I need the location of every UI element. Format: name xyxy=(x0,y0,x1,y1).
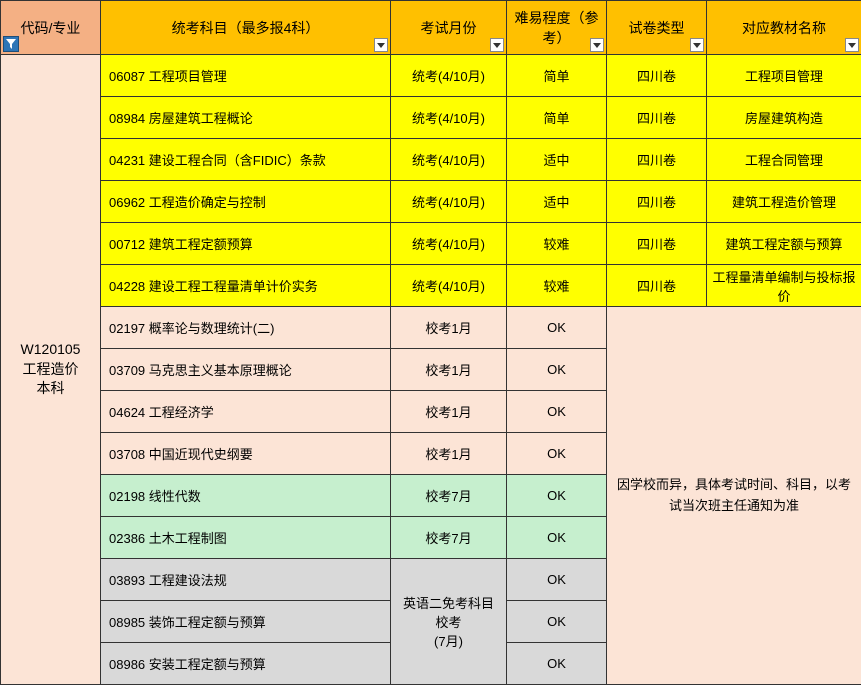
difficulty-cell: 较难 xyxy=(507,223,607,265)
month-cell: 校考1月 xyxy=(391,391,507,433)
month-merged-cell: 英语二免考科目 校考 (7月) xyxy=(391,559,507,685)
subject-cell: 08984 房屋建筑工程概论 xyxy=(101,97,391,139)
table-row: 00712 建筑工程定额预算统考(4/10月)较难四川卷建筑工程定额与预算 xyxy=(1,223,861,265)
table-row: 08984 房屋建筑工程概论统考(4/10月)简单四川卷房屋建筑构造 xyxy=(1,97,861,139)
subject-cell: 04228 建设工程工程量清单计价实务 xyxy=(101,265,391,307)
paper-cell: 四川卷 xyxy=(607,223,707,265)
difficulty-cell: OK xyxy=(507,349,607,391)
subject-cell: 02386 土木工程制图 xyxy=(101,517,391,559)
dropdown-icon[interactable] xyxy=(690,38,704,52)
month-cell: 统考(4/10月) xyxy=(391,265,507,307)
month-cell: 校考7月 xyxy=(391,517,507,559)
subject-cell: 08985 装饰工程定额与预算 xyxy=(101,601,391,643)
difficulty-cell: OK xyxy=(507,307,607,349)
subject-cell: 04231 建设工程合同（含FIDIC）条款 xyxy=(101,139,391,181)
difficulty-cell: 较难 xyxy=(507,265,607,307)
month-cell: 校考1月 xyxy=(391,433,507,475)
difficulty-cell: 适中 xyxy=(507,139,607,181)
paper-cell: 四川卷 xyxy=(607,55,707,97)
subject-cell: 02198 线性代数 xyxy=(101,475,391,517)
subject-cell: 02197 概率论与数理统计(二) xyxy=(101,307,391,349)
month-cell: 统考(4/10月) xyxy=(391,55,507,97)
filter-funnel-icon[interactable] xyxy=(3,36,19,52)
textbook-cell: 工程量清单编制与投标报价 xyxy=(707,265,861,307)
month-cell: 统考(4/10月) xyxy=(391,223,507,265)
textbook-cell: 建筑工程定额与预算 xyxy=(707,223,861,265)
paper-cell: 四川卷 xyxy=(607,265,707,307)
month-cell: 统考(4/10月) xyxy=(391,139,507,181)
header-paper-label: 试卷类型 xyxy=(629,20,685,36)
header-subject-label: 统考科目（最多报4科） xyxy=(172,20,320,36)
month-cell: 统考(4/10月) xyxy=(391,97,507,139)
difficulty-cell: OK xyxy=(507,643,607,685)
subject-cell: 06087 工程项目管理 xyxy=(101,55,391,97)
subject-cell: 03893 工程建设法规 xyxy=(101,559,391,601)
difficulty-cell: 简单 xyxy=(507,55,607,97)
subject-cell: 04624 工程经济学 xyxy=(101,391,391,433)
dropdown-icon[interactable] xyxy=(590,38,604,52)
difficulty-cell: OK xyxy=(507,433,607,475)
major-code-cell: W120105 工程造价 本科 xyxy=(1,55,101,685)
subject-cell: 06962 工程造价确定与控制 xyxy=(101,181,391,223)
header-textbook-label: 对应教材名称 xyxy=(742,20,826,36)
difficulty-cell: OK xyxy=(507,559,607,601)
textbook-cell: 房屋建筑构造 xyxy=(707,97,861,139)
paper-cell: 四川卷 xyxy=(607,97,707,139)
header-code-label: 代码/专业 xyxy=(21,20,81,36)
paper-cell: 四川卷 xyxy=(607,181,707,223)
table-row: 02197 概率论与数理统计(二)校考1月OK因学校而异，具体考试时间、科目，以… xyxy=(1,307,861,349)
subject-cell: 03708 中国近现代史纲要 xyxy=(101,433,391,475)
header-subject: 统考科目（最多报4科） xyxy=(101,1,391,55)
subject-cell: 00712 建筑工程定额预算 xyxy=(101,223,391,265)
header-paper: 试卷类型 xyxy=(607,1,707,55)
header-row: 代码/专业 统考科目（最多报4科） 考试月份 难易程度（参考） xyxy=(1,1,861,55)
header-month-label: 考试月份 xyxy=(421,20,477,36)
dropdown-icon[interactable] xyxy=(845,38,859,52)
textbook-cell: 建筑工程造价管理 xyxy=(707,181,861,223)
header-month: 考试月份 xyxy=(391,1,507,55)
table-row: 04231 建设工程合同（含FIDIC）条款统考(4/10月)适中四川卷工程合同… xyxy=(1,139,861,181)
textbook-cell: 工程合同管理 xyxy=(707,139,861,181)
header-code: 代码/专业 xyxy=(1,1,101,55)
table-row: 06962 工程造价确定与控制统考(4/10月)适中四川卷建筑工程造价管理 xyxy=(1,181,861,223)
header-textbook: 对应教材名称 xyxy=(707,1,861,55)
month-cell: 校考1月 xyxy=(391,349,507,391)
difficulty-cell: OK xyxy=(507,391,607,433)
difficulty-cell: OK xyxy=(507,475,607,517)
subject-cell: 03709 马克思主义基本原理概论 xyxy=(101,349,391,391)
difficulty-cell: 适中 xyxy=(507,181,607,223)
header-difficulty-label: 难易程度（参考） xyxy=(515,10,599,46)
difficulty-cell: OK xyxy=(507,601,607,643)
month-cell: 校考7月 xyxy=(391,475,507,517)
course-table: 代码/专业 统考科目（最多报4科） 考试月份 难易程度（参考） xyxy=(0,0,861,685)
paper-cell: 四川卷 xyxy=(607,139,707,181)
dropdown-icon[interactable] xyxy=(490,38,504,52)
header-difficulty: 难易程度（参考） xyxy=(507,1,607,55)
difficulty-cell: OK xyxy=(507,517,607,559)
month-cell: 统考(4/10月) xyxy=(391,181,507,223)
dropdown-icon[interactable] xyxy=(374,38,388,52)
textbook-cell: 工程项目管理 xyxy=(707,55,861,97)
subject-cell: 08986 安装工程定额与预算 xyxy=(101,643,391,685)
month-cell: 校考1月 xyxy=(391,307,507,349)
note-merged-cell: 因学校而异，具体考试时间、科目，以考试当次班主任通知为准 xyxy=(607,307,861,685)
table-row: W120105 工程造价 本科06087 工程项目管理统考(4/10月)简单四川… xyxy=(1,55,861,97)
difficulty-cell: 简单 xyxy=(507,97,607,139)
table-row: 04228 建设工程工程量清单计价实务统考(4/10月)较难四川卷工程量清单编制… xyxy=(1,265,861,307)
